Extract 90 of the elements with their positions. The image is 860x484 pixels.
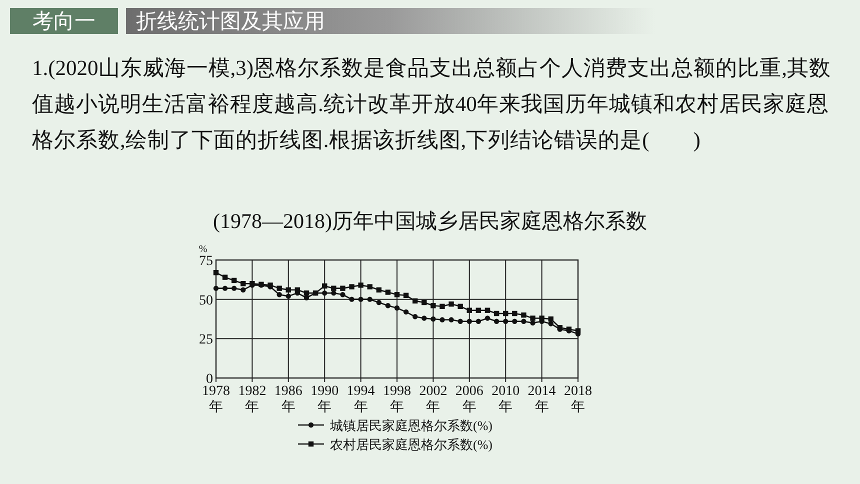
text: 考向一 <box>10 8 118 34</box>
point <box>322 290 328 296</box>
point <box>331 286 336 291</box>
point <box>394 305 400 311</box>
x-tick-label: 1978年 <box>202 384 230 415</box>
x-tick-label: 1982年 <box>238 384 266 415</box>
point <box>358 296 364 302</box>
point <box>385 303 391 308</box>
text: 1.(2020山东威海一模,3)恩格尔系数是食品支出总额占个人消费支出总额的比重,其数值越小说明生活富裕程度越高.统计改革开放40年来我国历年城镇和农村居民家庭恩格尔系数,绘制了下面的折线图.根据该折线图,下列结论错误的是( ) <box>32 55 832 154</box>
point <box>412 298 418 304</box>
point <box>286 294 291 299</box>
point <box>494 318 500 324</box>
point <box>312 290 318 296</box>
x-tick-label: 2018年 <box>564 384 592 415</box>
point <box>403 309 409 315</box>
point <box>349 296 354 302</box>
point <box>394 292 400 298</box>
point <box>294 287 300 292</box>
point <box>304 290 310 296</box>
point <box>466 308 472 313</box>
point <box>476 318 482 324</box>
point <box>385 290 391 295</box>
y-tick-label: 75 <box>199 254 213 269</box>
point <box>367 284 372 290</box>
point <box>322 283 328 289</box>
y-tick-label: 50 <box>199 293 213 308</box>
point <box>530 320 536 326</box>
point <box>458 304 463 310</box>
point <box>440 304 445 310</box>
point <box>403 292 409 298</box>
point <box>521 318 526 324</box>
point <box>548 316 554 322</box>
y-tick-label: 25 <box>199 332 213 348</box>
point <box>494 310 500 316</box>
point <box>484 308 490 313</box>
point <box>512 318 518 324</box>
point <box>340 286 346 291</box>
x-tick-label: 1998年 <box>383 384 411 415</box>
x-tick-label: 1994年 <box>346 384 375 415</box>
point <box>548 321 554 326</box>
point <box>276 286 282 291</box>
point <box>484 316 490 321</box>
point <box>240 281 246 286</box>
legend-label: 农村居民家庭恩格尔系数(%) <box>330 437 492 452</box>
point <box>503 310 508 316</box>
point <box>503 318 508 324</box>
x-tick-label: 1986年 <box>274 384 302 415</box>
point <box>349 284 354 290</box>
point <box>331 290 336 296</box>
y-axis-title: % <box>198 244 208 255</box>
point <box>448 301 454 307</box>
point <box>422 300 427 306</box>
point <box>466 318 472 324</box>
point <box>448 317 454 322</box>
x-tick-label: 2002年 <box>419 384 448 415</box>
point <box>367 296 372 302</box>
x-tick-label: 2014年 <box>528 384 556 415</box>
chart-title: (1978—2018)历年中国城乡居民家庭恩格尔系数 <box>212 208 648 235</box>
point <box>521 312 526 318</box>
point <box>240 287 246 292</box>
point <box>575 328 581 334</box>
point <box>430 316 436 322</box>
point <box>412 314 418 320</box>
text: 折线统计图及其应用 <box>126 8 656 34</box>
point <box>458 318 463 324</box>
point <box>512 310 518 316</box>
point <box>222 274 228 280</box>
point <box>286 287 291 292</box>
point <box>376 287 382 292</box>
point <box>340 292 346 298</box>
point <box>222 286 228 291</box>
point <box>440 317 445 322</box>
point <box>376 300 382 306</box>
point <box>358 282 364 288</box>
point <box>476 308 482 313</box>
point <box>213 286 219 291</box>
point <box>430 303 436 308</box>
x-tick-label: 1990年 <box>310 384 339 415</box>
point <box>213 270 219 276</box>
point <box>530 316 536 321</box>
point <box>422 316 427 321</box>
point <box>304 295 310 300</box>
y-tick-label: 0 <box>206 372 213 387</box>
legend-label: 城镇居民家庭恩格尔系数(%) <box>329 418 492 433</box>
point <box>232 278 237 284</box>
point <box>539 316 544 321</box>
point <box>276 292 282 298</box>
point <box>232 286 237 291</box>
x-tick-label: 2006年 <box>455 384 484 415</box>
x-tick-label: 2010年 <box>492 384 520 415</box>
